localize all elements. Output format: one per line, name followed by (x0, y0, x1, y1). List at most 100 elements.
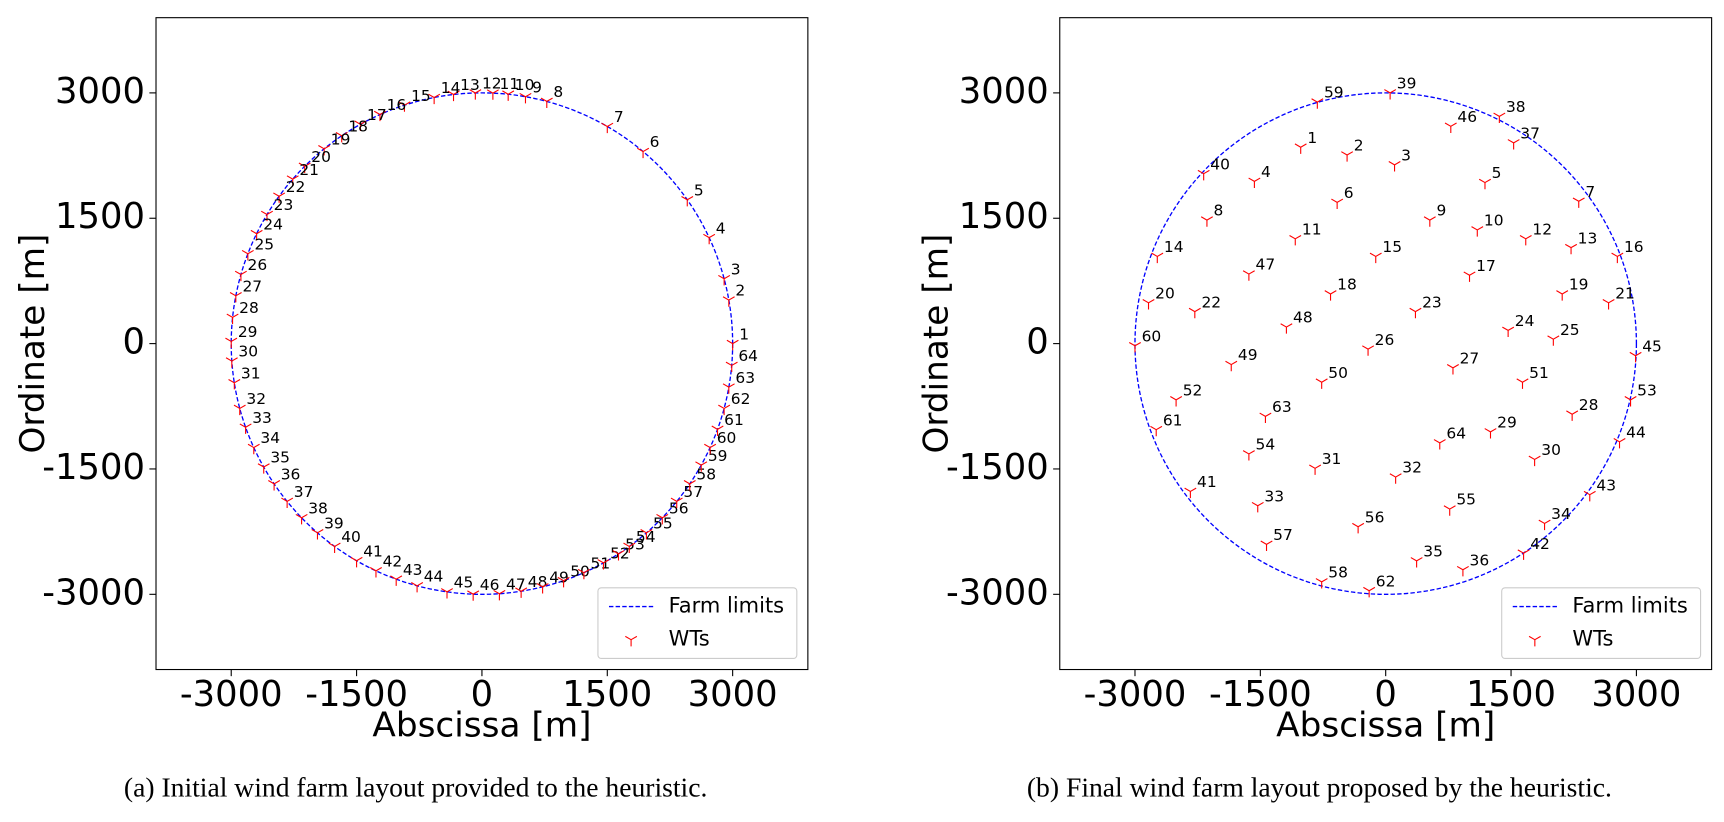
chart: -3000 -1500 0 1500 3000 -3000 -1500 0 1500 3000 Ab… (917, 17, 1713, 802)
turbine-label: 31 (241, 364, 261, 382)
turbine-label: 43 (1596, 476, 1616, 494)
turbine-label: 53 (625, 536, 645, 554)
turbine (1128, 341, 1142, 353)
turbine-label: 30 (238, 343, 258, 361)
turbine (354, 120, 367, 131)
turbine (1384, 89, 1397, 100)
turbine-label: 60 (1142, 327, 1162, 345)
turbine (1200, 216, 1213, 227)
turbine-label: 4 (716, 219, 726, 237)
turbine (1611, 252, 1624, 264)
legend-label: Farm limits (669, 594, 784, 618)
turbine (1294, 143, 1307, 154)
turbine (1324, 290, 1337, 301)
turbine (234, 270, 247, 282)
turbine (1624, 396, 1637, 407)
turbine-label: 21 (1615, 284, 1635, 302)
turbine-label: 42 (383, 552, 403, 570)
turbine-label: 51 (591, 554, 611, 572)
turbine-label: 54 (636, 528, 656, 546)
turbine (1538, 519, 1551, 531)
turbine-label: 55 (653, 514, 673, 532)
x-tick-label: -1500 (1209, 674, 1312, 715)
turbine (390, 575, 403, 586)
turbine (428, 93, 441, 105)
caption: (a) Initial wind farm layout provided to… (124, 771, 707, 802)
turbine-label: 35 (1423, 543, 1443, 561)
turbine-label: 58 (1328, 564, 1348, 582)
turbine-label: 14 (1164, 238, 1184, 256)
turbine-label: 26 (248, 256, 268, 274)
x-tick-label: 0 (1374, 674, 1397, 715)
turbine (1446, 364, 1460, 375)
turbine (298, 162, 311, 173)
turbine-label: 47 (1256, 256, 1276, 274)
turbine (1260, 540, 1273, 551)
turbine-label: 39 (1397, 75, 1417, 93)
turbine (1363, 586, 1376, 598)
turbine-label: 7 (614, 108, 624, 126)
x-tick-label: -3000 (1084, 674, 1187, 715)
turbine (718, 404, 731, 416)
turbine (469, 89, 482, 100)
turbine-label: 52 (1183, 382, 1203, 400)
turbine-label: 29 (1497, 414, 1517, 432)
y-tick-label: -3000 (946, 572, 1049, 613)
turbine-label: 12 (482, 75, 502, 93)
turbine (467, 590, 480, 601)
turbine-label: 19 (1569, 276, 1589, 294)
turbine (226, 313, 239, 324)
y-tick-label: 0 (122, 322, 145, 363)
turbine (1566, 410, 1579, 421)
turbine (1188, 307, 1201, 319)
turbine-label: 34 (1551, 505, 1571, 523)
turbine-label: 57 (1273, 526, 1293, 544)
turbine (373, 110, 387, 122)
turbine (1517, 549, 1530, 560)
turbine-label: 37 (294, 483, 314, 501)
turbine (225, 337, 238, 349)
turbine (1389, 473, 1402, 484)
turbine (1423, 216, 1436, 227)
turbine-label: 47 (506, 575, 526, 593)
turbine (1242, 270, 1255, 281)
turbine (1463, 271, 1476, 282)
turbine (273, 192, 286, 203)
turbine (695, 461, 708, 472)
turbine (612, 550, 625, 561)
turbine-label: 17 (367, 106, 387, 124)
y-tick-label: 3000 (959, 71, 1049, 112)
turbine-label: 45 (1642, 337, 1662, 355)
turbine (1352, 522, 1365, 534)
turbine (1315, 378, 1328, 389)
turbine (1142, 299, 1155, 310)
x-axis-label: Abscissa [m] (1276, 705, 1495, 745)
turbine (623, 542, 636, 554)
turbine-label: 15 (1382, 238, 1402, 256)
turbine-label: 23 (274, 196, 294, 214)
turbine (1478, 178, 1492, 190)
turbine-label: 26 (1375, 331, 1395, 349)
turbine-label: 14 (441, 79, 461, 97)
turbine-label: 1 (1307, 129, 1317, 147)
legend-box (1501, 587, 1702, 660)
turbine (1184, 487, 1197, 499)
turbine-label: 18 (348, 117, 368, 135)
turbine (239, 423, 252, 434)
turbine-label: 62 (1376, 572, 1396, 590)
y-tick-label: 1500 (55, 196, 145, 237)
turbine (1410, 557, 1423, 568)
turbine-label: 22 (1201, 293, 1221, 311)
turbine-label: 27 (242, 277, 262, 295)
turbine (1516, 378, 1529, 389)
turbine-label: 44 (424, 567, 444, 585)
turbine (1444, 122, 1457, 133)
turbine (1309, 464, 1322, 475)
turbine-label: 3 (731, 260, 741, 278)
turbine (722, 383, 735, 394)
y-tick-label: -1500 (946, 447, 1049, 488)
turbine (656, 513, 669, 525)
turbine (1311, 98, 1324, 109)
turbine (281, 497, 294, 509)
turbine (1170, 396, 1183, 407)
